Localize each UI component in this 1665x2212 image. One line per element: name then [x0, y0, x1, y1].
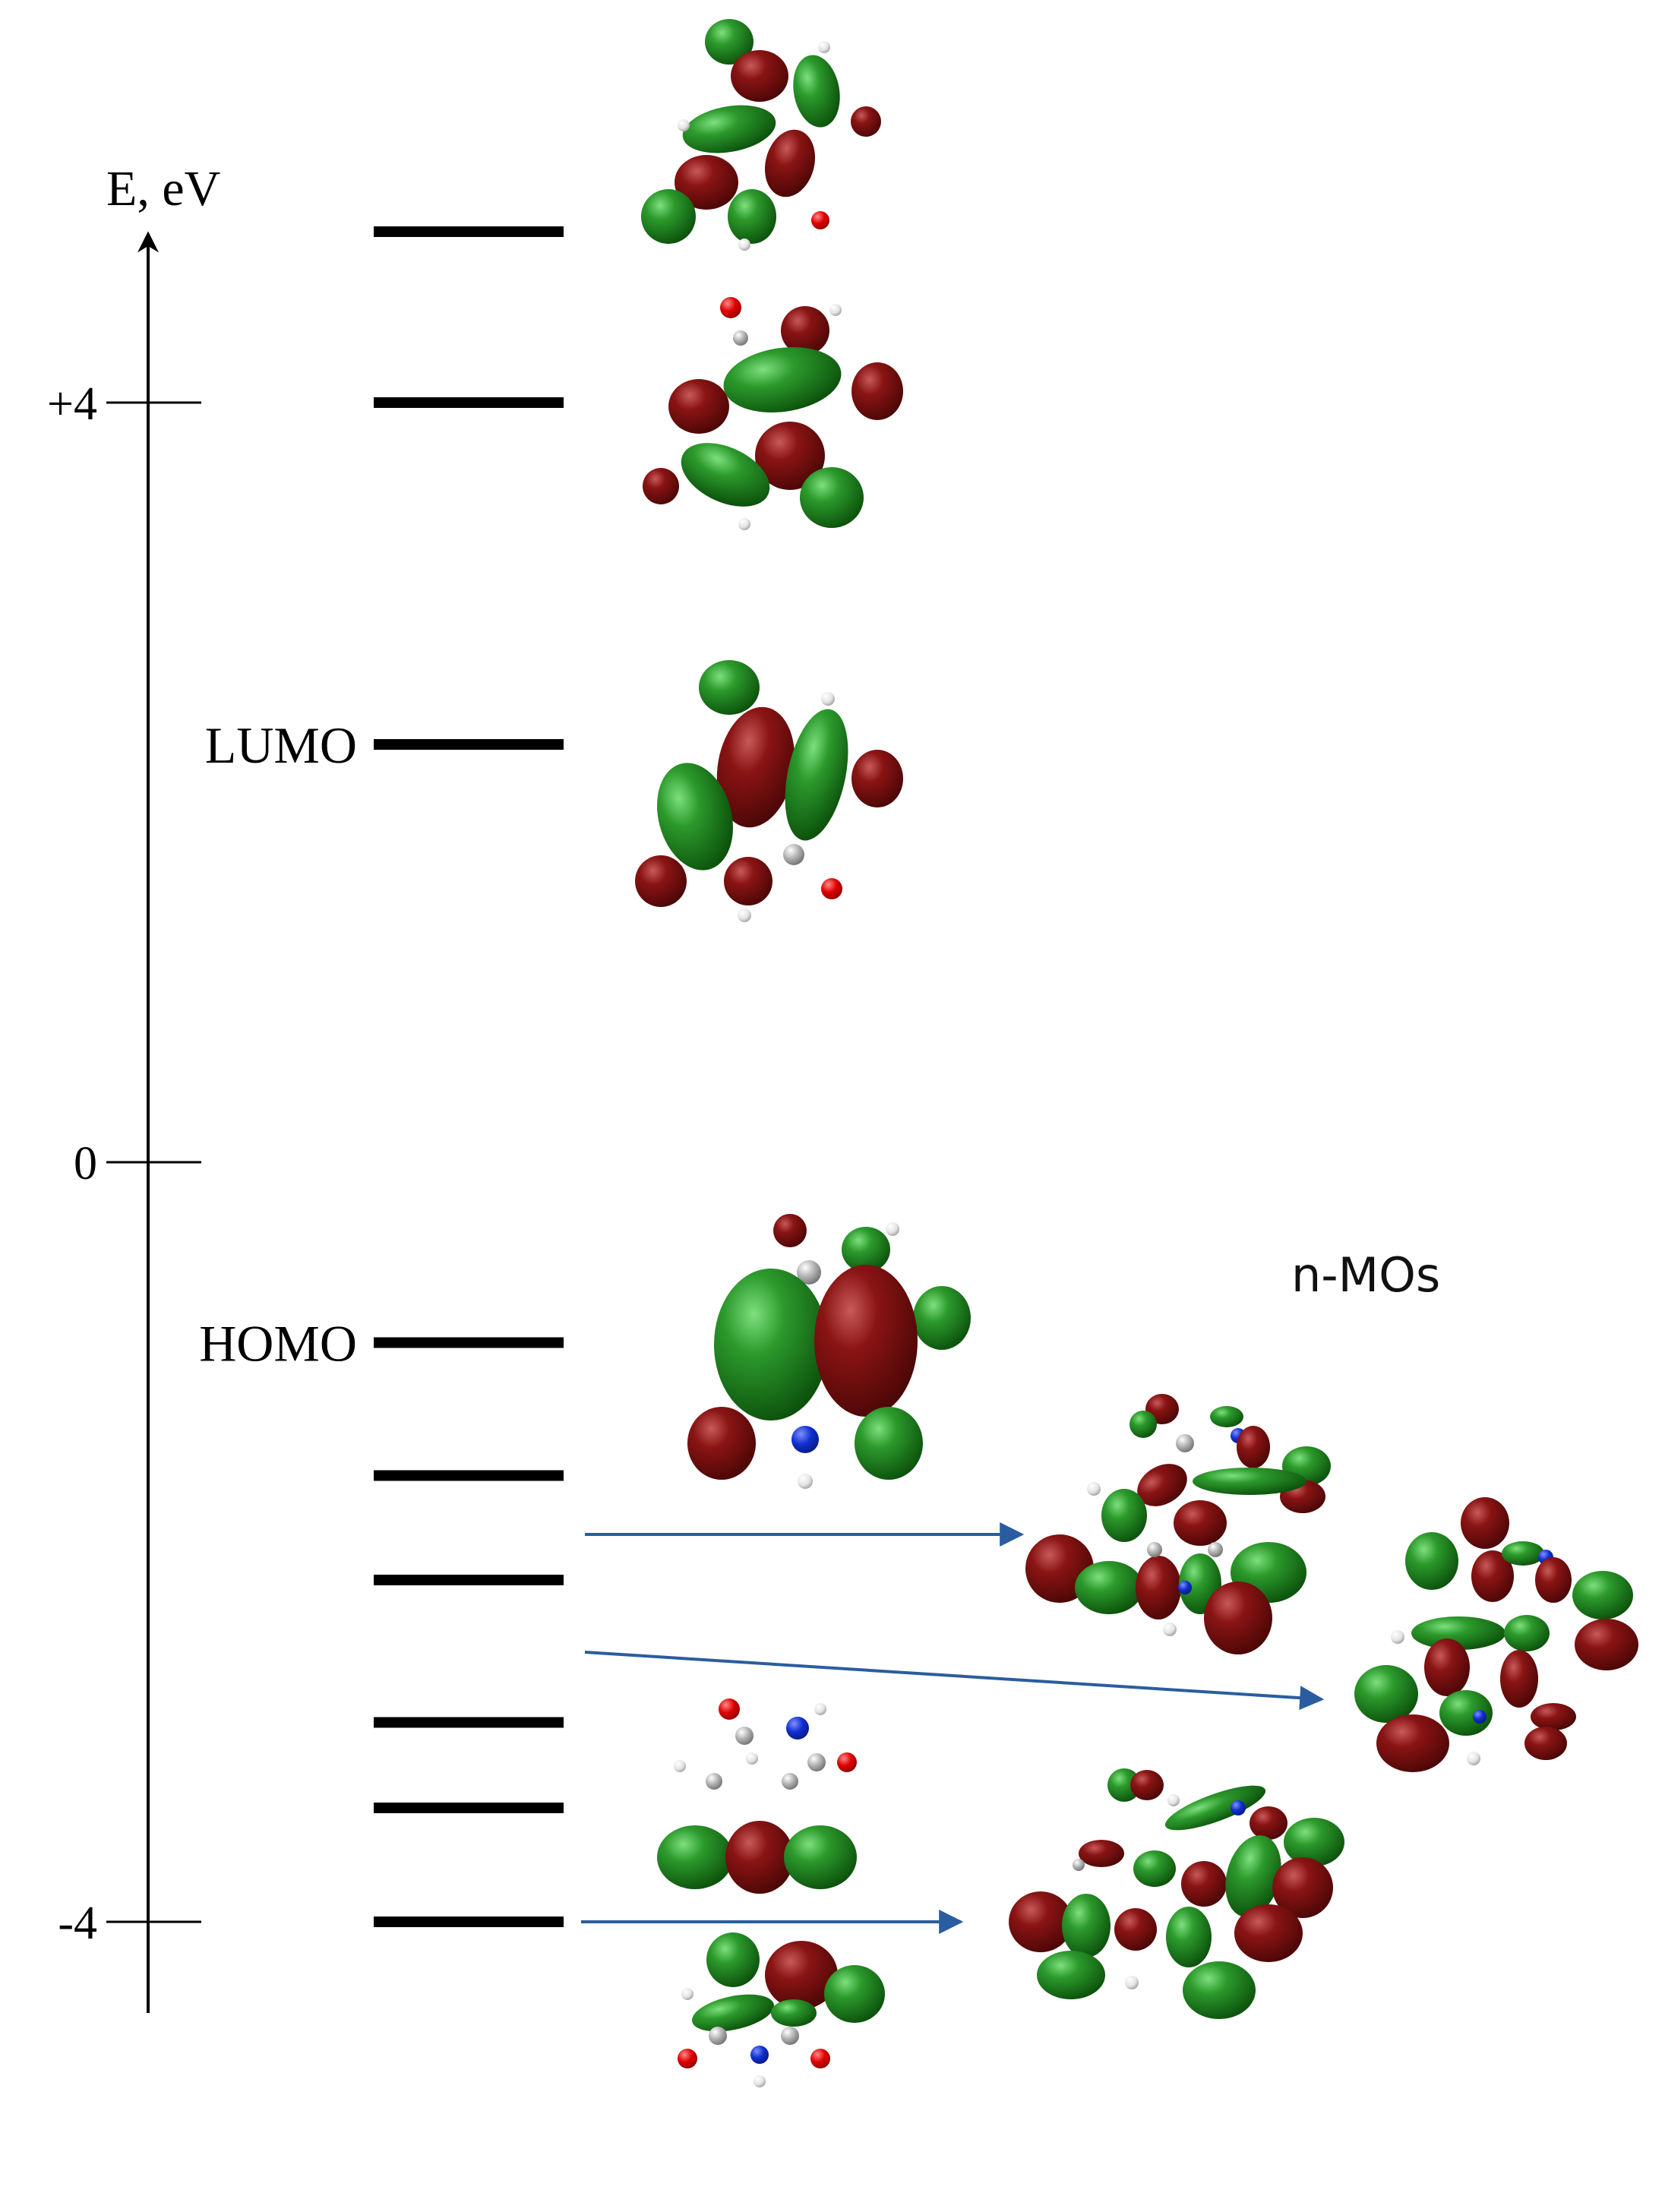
axis-tick-label: 0: [74, 1138, 97, 1190]
orbital-picture-level-9: [678, 1932, 885, 2087]
orbital-picture-level-2: [643, 297, 903, 530]
arrow-level-6: [584, 1651, 1325, 1711]
level-label-lumo: LUMO: [205, 716, 357, 774]
energy-axis: E, eV +4 0 -4: [47, 161, 220, 2013]
orbital-picture-level-7: [657, 1698, 857, 1894]
axis-tick-label: +4: [47, 378, 97, 430]
orbital-picture-level-1: [641, 19, 881, 251]
orbital-picture-homo: [687, 1214, 971, 1489]
n-mo-arrows: [581, 1522, 1325, 1934]
axis-label: E, eV: [106, 161, 220, 216]
n-mos-label: n-MOs: [1291, 1247, 1440, 1303]
level-label-homo: HOMO: [199, 1315, 357, 1373]
energy-levels: LUMO HOMO: [199, 226, 564, 1927]
axis-ticks: +4 0 -4: [47, 378, 201, 1949]
orbital-picture-n-mo-1: [1025, 1394, 1331, 1654]
axis-tick-label: -4: [58, 1898, 97, 1949]
orbital-picture-lumo: [635, 660, 903, 922]
orbital-pictures: [635, 19, 1638, 2087]
orbital-picture-n-mo-3: [1009, 1768, 1344, 2019]
orbital-picture-n-mo-2: [1354, 1497, 1638, 1772]
